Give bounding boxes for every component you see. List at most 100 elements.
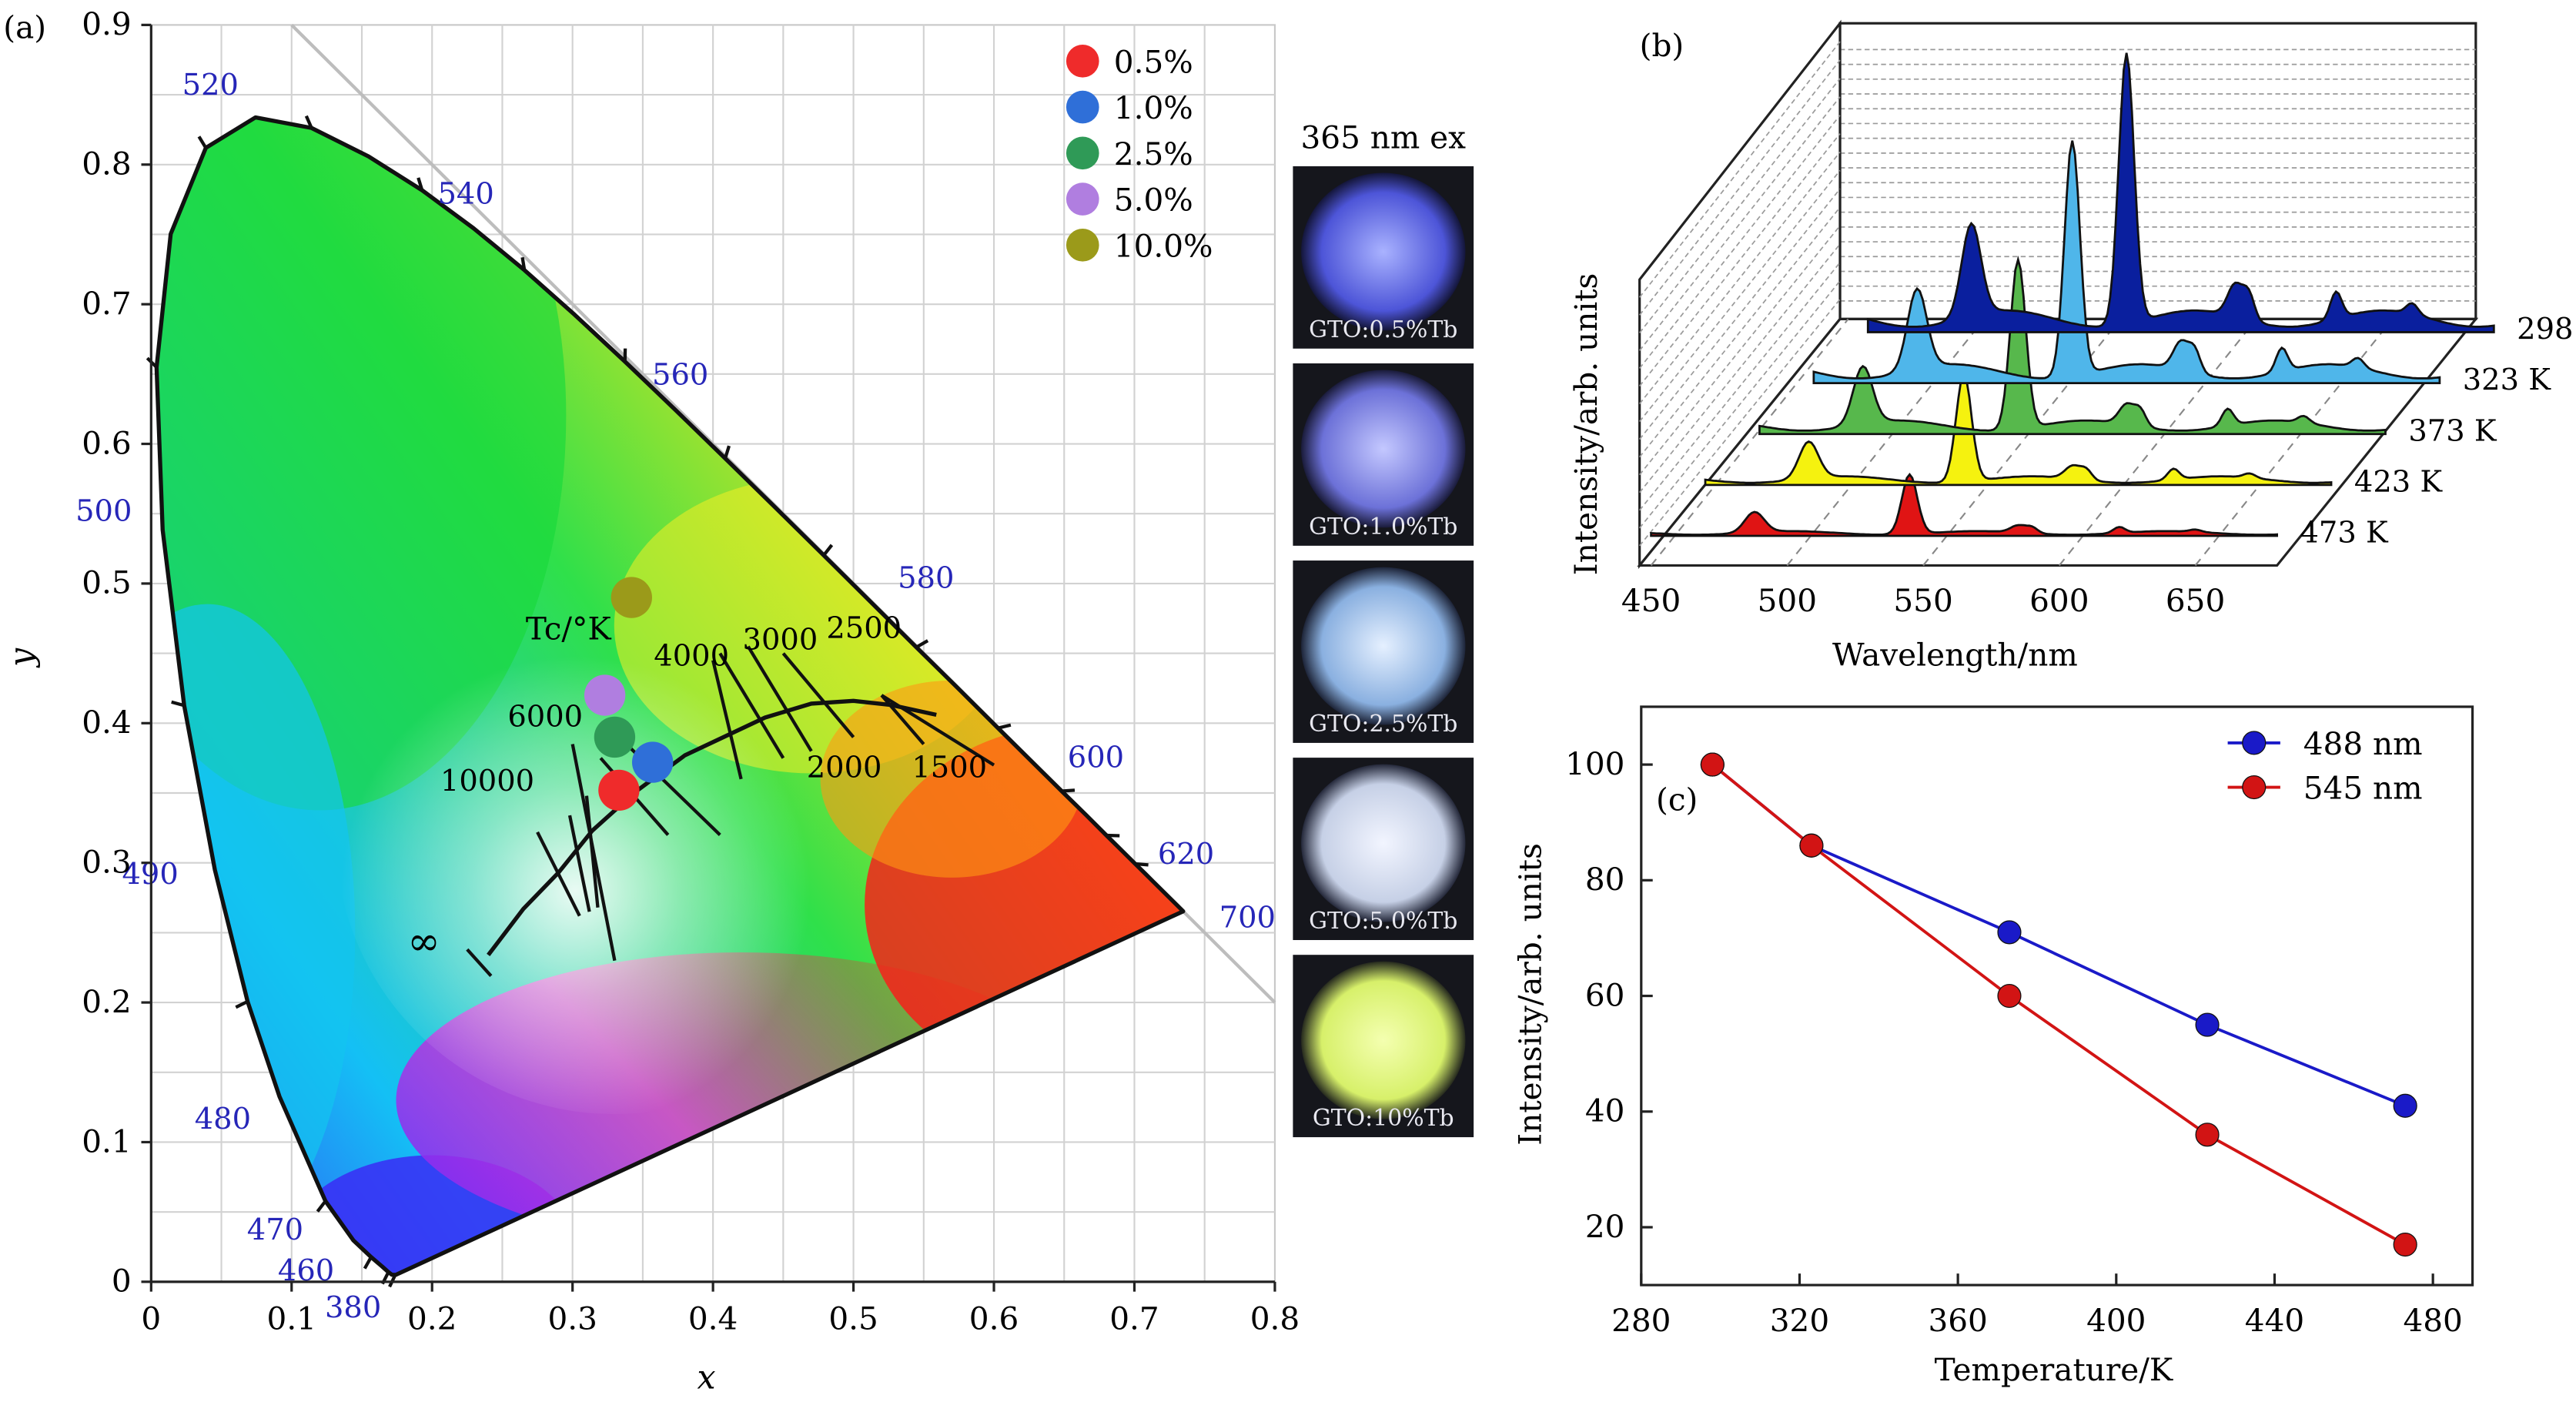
cct-label: 10000 (440, 764, 534, 798)
c-x-tick-label: 360 (1928, 1302, 1987, 1339)
panel-a-cie: (a) 380460470480490500520540560580600620… (3, 5, 1300, 1397)
side-gridline (1638, 299, 1841, 547)
c-point (1700, 752, 1725, 777)
photo-sample (1301, 764, 1466, 922)
legend-marker (1066, 136, 1099, 170)
c-legend: 488 nm 545 nm (2227, 725, 2423, 806)
panel-c-label: (c) (1656, 781, 1698, 818)
series-temp-label: 298 K (2517, 312, 2576, 346)
wavelength-label: 380 (325, 1290, 381, 1325)
photo-sample (1301, 370, 1466, 528)
cie-fill-white (335, 555, 895, 1115)
y-tick-label: 0.6 (82, 424, 131, 461)
series-temp-label: 473 K (2300, 516, 2390, 550)
side-gridline (1638, 133, 1841, 386)
side-gridline (1638, 206, 1841, 458)
side-gridline (1638, 225, 1841, 476)
spectrum-series (1704, 370, 2333, 487)
x-tick-label: 0.2 (407, 1300, 457, 1337)
b-x-tick-label: 650 (2166, 582, 2225, 619)
x-tick-label: 0.7 (1109, 1300, 1159, 1337)
locus-tick (520, 256, 527, 271)
side-gridline (1638, 280, 1841, 529)
photo-sample (1301, 961, 1466, 1119)
cie-points (584, 577, 674, 811)
isotemp-line (536, 831, 581, 917)
legend-marker (1066, 44, 1099, 78)
legend-marker (1066, 228, 1099, 262)
x-tick-label: 0.5 (828, 1300, 878, 1337)
b-x-tick-label: 550 (1893, 582, 1952, 619)
wavelength-label: 500 (75, 494, 132, 528)
c-x-tick-label: 440 (2245, 1302, 2304, 1339)
locus-tick (417, 177, 424, 191)
y-tick-label: 0.8 (82, 146, 131, 182)
wavelength-label: 520 (182, 68, 239, 102)
planckian-locus: Tc/°K 10000 6000 4000 3000 2500 2000 1500 ∞ (407, 610, 995, 978)
series-temp-label: 373 K (2408, 413, 2497, 448)
photo-sample (1301, 172, 1466, 331)
isotemp-line (718, 652, 785, 759)
cie-point (594, 716, 636, 758)
wavelength-label: 480 (195, 1102, 251, 1136)
photo-caption: GTO:2.5%Tb (1309, 711, 1457, 738)
b-y-axis-label: Intensity/arb. units (1567, 273, 1604, 576)
photo-sample (1301, 567, 1466, 725)
c-legend-label: 545 nm (2303, 769, 2423, 806)
isotemp-line (746, 645, 813, 752)
c-legend-label: 488 nm (2303, 725, 2423, 762)
side-gridline (1638, 243, 1841, 494)
x-tick-label: 0.6 (969, 1300, 1019, 1337)
side-gridline (1638, 96, 1841, 351)
x-tick-label: 0 (141, 1300, 161, 1337)
isotemp-line (781, 652, 855, 738)
photo-caption: GTO:5.0%Tb (1309, 908, 1457, 935)
series-temp-label: 423 K (2354, 464, 2444, 499)
locus-tick (235, 999, 249, 1009)
locus-tick (363, 1256, 373, 1270)
panel-c-intensity: 280 320 360 400 440 480 20 40 60 80 100 488 nm 545 … (1512, 705, 2474, 1388)
c-point (2393, 1232, 2417, 1257)
locus-tick (197, 136, 208, 149)
y-axis-label: y (3, 647, 42, 668)
c-x-tick-label: 480 (2403, 1302, 2462, 1339)
cct-label: 2000 (807, 751, 882, 785)
spectrum-series (1812, 140, 2441, 384)
wavelength-label: 560 (652, 357, 708, 392)
c-x-tick-label: 280 (1611, 1302, 1671, 1339)
y-tick-label: 0.5 (82, 564, 131, 601)
cct-label: 2500 (826, 611, 902, 645)
panel-a-label: (a) (3, 8, 46, 45)
cct-label: 6000 (507, 700, 583, 734)
legend-label: 2.5% (1114, 136, 1193, 172)
y-tick-label: 0.4 (82, 704, 131, 741)
planckian-curve (487, 698, 937, 957)
legend-marker (1066, 182, 1099, 216)
cct-label: 1500 (912, 751, 987, 785)
cie-point (584, 674, 626, 716)
spectral-locus-outline (154, 115, 1186, 1277)
wavelength-label: 700 (1219, 900, 1276, 935)
isotemp-line (570, 744, 617, 962)
c-point (2393, 1093, 2417, 1118)
legend-label: 10.0% (1114, 227, 1213, 264)
legend-label: 0.5% (1114, 43, 1193, 80)
locus-tick (997, 723, 1012, 730)
isotemp-line (466, 948, 493, 978)
spectrum-series (1758, 255, 2387, 436)
isotemp-line (711, 660, 743, 780)
legend-label: 5.0% (1114, 182, 1193, 219)
isotemp-line (567, 815, 591, 912)
y-tick-label: 0.2 (82, 983, 131, 1020)
c-legend-marker (2242, 731, 2267, 755)
b-x-tick-label: 600 (2029, 582, 2089, 619)
c-point (1997, 983, 2022, 1009)
c-series (1700, 752, 2417, 1257)
cie-legend: 0.5% 1.0% 2.5% 5.0% 10.0% (1066, 43, 1213, 264)
locus-tick (304, 115, 313, 129)
cie-point (631, 741, 674, 783)
y-tick-label: 0.1 (82, 1123, 131, 1159)
wavelength-label: 540 (437, 176, 493, 211)
c-point (1997, 920, 2022, 945)
